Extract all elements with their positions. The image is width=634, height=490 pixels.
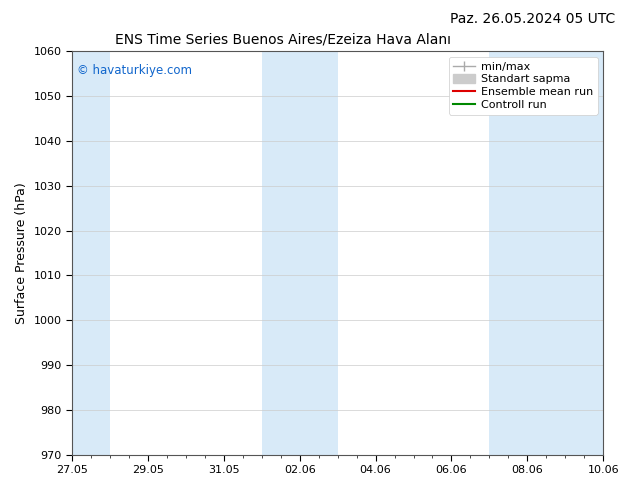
Text: © havaturkiye.com: © havaturkiye.com	[77, 64, 192, 76]
Text: Paz. 26.05.2024 05 UTC: Paz. 26.05.2024 05 UTC	[450, 12, 615, 26]
Bar	[72, 51, 110, 455]
Y-axis label: Surface Pressure (hPa): Surface Pressure (hPa)	[15, 182, 28, 324]
Bar	[262, 51, 338, 455]
Legend: min/max, Standart sapma, Ensemble mean run, Controll run: min/max, Standart sapma, Ensemble mean r…	[449, 57, 598, 115]
Bar	[489, 51, 603, 455]
Text: ENS Time Series Buenos Aires/Ezeiza Hava Alanı: ENS Time Series Buenos Aires/Ezeiza Hava…	[115, 32, 451, 46]
